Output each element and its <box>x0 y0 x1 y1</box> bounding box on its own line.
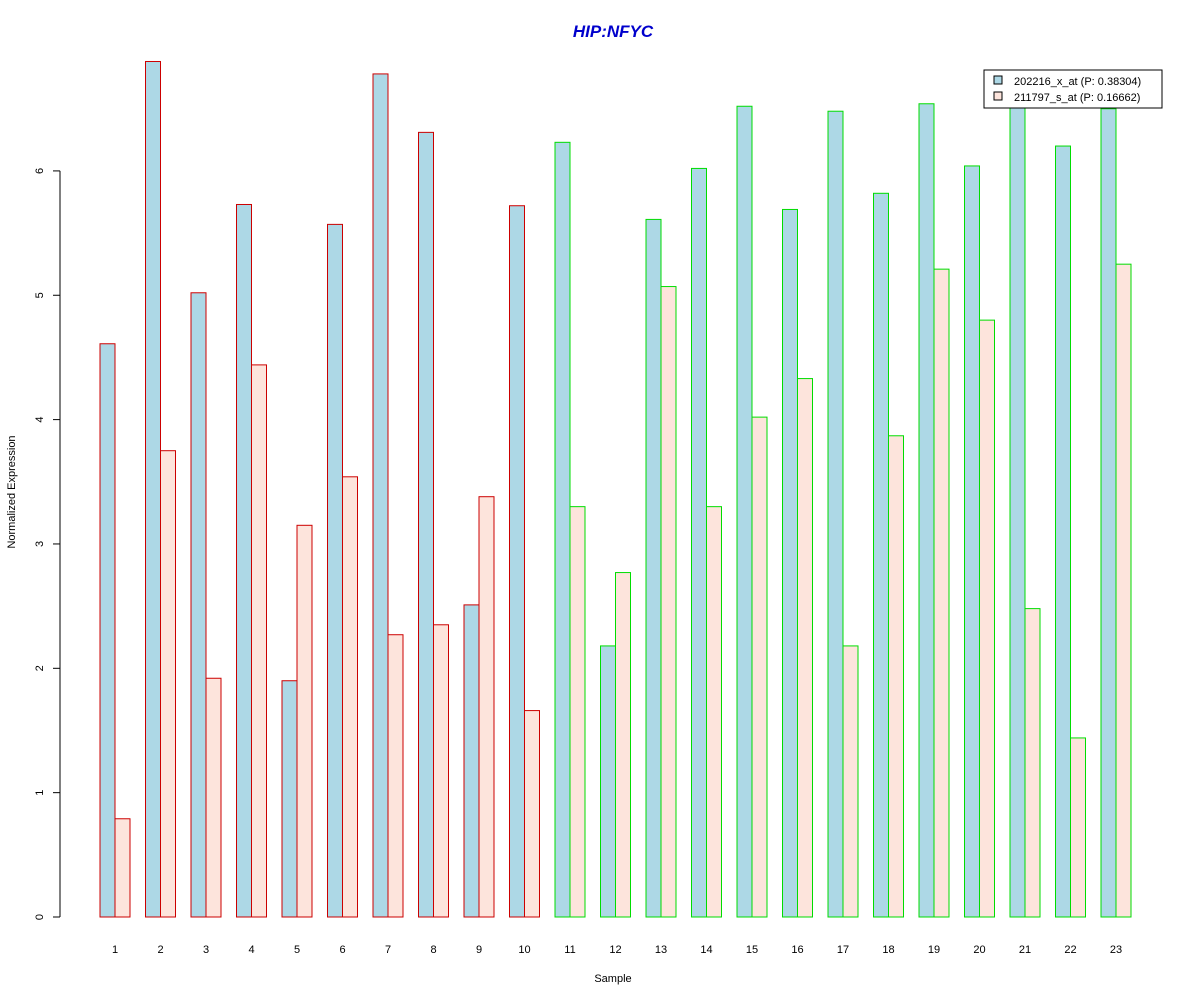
bar-series-2-sample-9 <box>478 496 495 918</box>
x-tick-label: 19 <box>928 944 940 956</box>
bar-series-2-sample-15 <box>751 416 768 918</box>
x-tick-label: 22 <box>1064 944 1076 956</box>
x-tick-label: 14 <box>700 944 712 956</box>
x-tick-label: 18 <box>882 944 894 956</box>
bar-series-1-sample-3 <box>190 292 207 918</box>
bar-series-2-sample-17 <box>842 645 859 918</box>
legend-box <box>983 69 1163 109</box>
legend-label-series-2: 211797_s_at (P: 0.16662) <box>1014 92 1140 104</box>
y-axis: 0 1 2 3 4 5 6 <box>34 168 61 920</box>
y-tick-label: 0 <box>34 914 46 920</box>
x-tick-label: 23 <box>1110 944 1122 956</box>
bar-series-2-sample-22 <box>1070 737 1086 918</box>
bar-series-2-sample-23 <box>1115 263 1132 918</box>
bar-series-2-sample-20 <box>979 319 995 918</box>
bar-series-1-sample-16 <box>782 208 798 918</box>
x-tick-label: 12 <box>609 944 621 956</box>
x-tick-label: 11 <box>564 944 575 956</box>
y-tick-label: 5 <box>34 292 46 298</box>
bar-series-1-sample-17 <box>827 110 844 918</box>
x-tick-label: 15 <box>746 944 758 956</box>
bars-group <box>99 60 1132 918</box>
chart-title: HIP:NFYC <box>573 22 654 41</box>
bar-series-1-sample-7 <box>372 73 389 918</box>
x-tick-label: 3 <box>203 944 209 956</box>
x-tick-label: 1 <box>112 944 118 956</box>
y-tick-label: 1 <box>34 790 46 796</box>
bar-series-1-sample-18 <box>873 192 889 918</box>
bar-series-2-sample-19 <box>933 268 950 918</box>
bar-series-1-sample-15 <box>736 105 753 918</box>
x-axis-label: Sample <box>594 973 631 985</box>
x-tick-label: 21 <box>1019 944 1031 956</box>
bar-series-1-sample-12 <box>600 645 616 918</box>
bar-series-1-sample-11 <box>554 141 571 918</box>
x-tick-label: 13 <box>655 944 667 956</box>
x-tick-label: 6 <box>339 944 345 956</box>
x-tick-label: 2 <box>157 944 163 956</box>
bar-series-1-sample-20 <box>964 165 980 918</box>
bar-series-1-sample-2 <box>145 60 161 918</box>
bar-series-1-sample-10 <box>509 205 525 918</box>
bar-series-1-sample-6 <box>327 223 343 918</box>
x-tick-label: 5 <box>294 944 300 956</box>
bar-series-1-sample-8 <box>418 131 434 918</box>
legend: 202216_x_at (P: 0.38304) 211797_s_at (P:… <box>983 69 1163 109</box>
legend-swatch-series-2 <box>993 91 1003 101</box>
bar-series-1-sample-23 <box>1100 108 1117 918</box>
bar-series-2-sample-14 <box>706 506 722 918</box>
x-tick-label: 9 <box>476 944 482 956</box>
legend-swatch-series-1 <box>993 75 1003 85</box>
bar-series-1-sample-4 <box>236 203 252 918</box>
bar-series-2-sample-7 <box>387 634 404 918</box>
x-tick-label: 10 <box>518 944 530 956</box>
bar-series-1-sample-14 <box>691 167 707 918</box>
y-tick-label: 6 <box>34 168 46 174</box>
bar-series-2-sample-8 <box>433 624 449 918</box>
bar-series-2-sample-16 <box>797 378 813 918</box>
y-axis-label: Normalized Expression <box>6 435 18 548</box>
bar-series-2-sample-1 <box>114 818 131 918</box>
x-tick-label: 7 <box>385 944 391 956</box>
bar-series-2-sample-13 <box>660 286 677 918</box>
x-tick-label: 17 <box>837 944 849 956</box>
bar-series-2-sample-21 <box>1024 608 1041 918</box>
bar-series-2-sample-3 <box>205 677 222 918</box>
bar-series-2-sample-2 <box>160 450 176 918</box>
bar-series-1-sample-9 <box>463 604 480 918</box>
bar-series-1-sample-21 <box>1009 102 1026 918</box>
bar-series-2-sample-18 <box>888 435 904 918</box>
bar-series-1-sample-13 <box>645 218 662 918</box>
bar-series-1-sample-19 <box>918 103 935 918</box>
bar-series-2-sample-5 <box>296 524 313 918</box>
x-tick-label: 16 <box>791 944 803 956</box>
x-tick-label: 8 <box>430 944 436 956</box>
bar-series-1-sample-5 <box>281 680 298 918</box>
bar-series-2-sample-4 <box>251 364 267 918</box>
x-tick-label: 4 <box>248 944 254 956</box>
bar-series-2-sample-6 <box>342 476 358 918</box>
y-tick-label: 3 <box>34 541 46 547</box>
bar-series-2-sample-12 <box>615 572 631 918</box>
bar-series-2-sample-11 <box>569 506 586 918</box>
legend-label-series-1: 202216_x_at (P: 0.38304) <box>1014 76 1141 88</box>
y-tick-label: 4 <box>34 417 46 423</box>
bar-series-2-sample-10 <box>524 710 540 918</box>
bar-series-1-sample-1 <box>99 343 116 918</box>
y-tick-label: 2 <box>34 665 46 671</box>
bar-series-1-sample-22 <box>1055 145 1071 918</box>
x-tick-labels: 1 2 3 4 5 6 7 8 9 10 11 12 13 14 15 16 17 18 19 20 21 22 23 <box>112 944 1122 956</box>
x-tick-label: 20 <box>973 944 985 956</box>
